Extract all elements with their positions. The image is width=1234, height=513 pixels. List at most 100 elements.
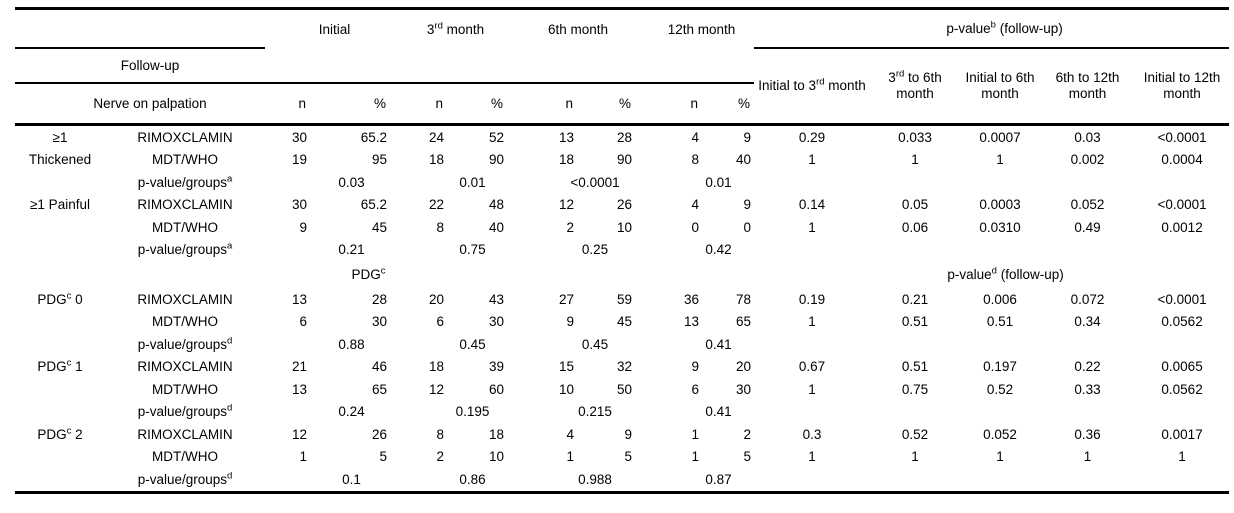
- n-col-header: n: [265, 83, 310, 126]
- pvalue-cell: 1: [996, 449, 1004, 465]
- count-cell: 1: [691, 426, 700, 442]
- percent-cell: 9: [624, 426, 633, 442]
- col-header-12th-month: 12th month: [667, 21, 736, 37]
- count-cell: 30: [291, 129, 307, 145]
- pvalue-cell: 0.29: [798, 129, 826, 145]
- pvalue-cell: 0.51: [901, 314, 929, 330]
- n-col-header: n: [390, 83, 448, 126]
- count-cell: 20: [428, 291, 445, 307]
- percent-cell: 18: [488, 426, 505, 442]
- group-label-cell: MDT/WHO: [152, 219, 218, 235]
- row-label-cell: PDGc 2: [37, 425, 83, 442]
- nerve-on-palpation-label: Nerve on palpation: [15, 83, 265, 126]
- pvalue-cell: 0.052: [1070, 197, 1105, 213]
- count-cell: 24: [428, 129, 445, 145]
- count-cell: 15: [558, 359, 575, 375]
- count-cell: 1: [299, 449, 307, 465]
- empty-cell: [754, 401, 1229, 424]
- empty-cell: [754, 468, 1229, 492]
- group-pvalue-cell: 0.45: [459, 336, 486, 352]
- group-label-cell: RIMOXCLAMIN: [137, 129, 233, 145]
- pvalue-col-header-initial-3rd: Initial to 3rd month: [754, 48, 871, 126]
- percent-cell: 90: [488, 152, 505, 168]
- pvalue-followup-header: p-valueb (follow-up): [754, 8, 1230, 49]
- row-label-cell: ≥1: [52, 129, 68, 145]
- group-pvalue-cell: 0.25: [581, 242, 609, 258]
- pvalue-cell: 0.0562: [1161, 314, 1203, 330]
- percent-cell: 5: [743, 449, 752, 465]
- section-header-row: PDGc p-valued (follow-up): [15, 261, 1229, 288]
- pvalue-cell: 0.0562: [1161, 381, 1203, 397]
- pct-col-header: %: [447, 83, 508, 126]
- percent-cell: 78: [736, 291, 752, 307]
- pvalue-cell: <0.0001: [1157, 197, 1207, 213]
- count-cell: 4: [566, 426, 575, 442]
- table-row: MDT/WHO 1 5 2 10 1 5 1 5 1 1 1 1 1: [15, 446, 1229, 469]
- col-header-6th-month: 6th month: [548, 21, 609, 37]
- n-col-header: n: [507, 83, 578, 126]
- count-cell: 0: [691, 219, 700, 235]
- pvalue-cell: 1: [911, 152, 919, 168]
- group-pvalue-cell: 0.195: [455, 404, 490, 420]
- percent-cell: 26: [617, 197, 633, 213]
- pvalue-col-header-initial-6th: Initial to 6th month: [960, 48, 1041, 126]
- pvalue-cell: 1: [1178, 449, 1186, 465]
- count-cell: 2: [436, 449, 445, 465]
- pvalue-cell: 0.22: [1074, 359, 1101, 375]
- row-label-cell: [15, 171, 105, 194]
- pvalue-cell: 0.0007: [979, 129, 1021, 145]
- percent-cell: 48: [488, 197, 505, 213]
- pvalue-cell: 0.34: [1074, 314, 1101, 330]
- count-cell: 8: [436, 426, 445, 442]
- count-cell: 1: [691, 449, 700, 465]
- count-cell: 19: [291, 152, 307, 168]
- percent-cell: 10: [617, 219, 633, 235]
- row-label-cell: PDGc 0: [37, 290, 83, 307]
- row-label-cell: [15, 333, 105, 356]
- row-label-cell: [15, 401, 105, 424]
- n-col-header: n: [635, 83, 703, 126]
- pvalue-cell: 1: [808, 152, 816, 168]
- percent-cell: 50: [617, 381, 633, 397]
- pvalue-cell: 0.49: [1074, 219, 1101, 235]
- col-header-3rd-month: 3rd month: [426, 20, 485, 37]
- percent-cell: 9: [743, 129, 752, 145]
- percent-cell: 46: [371, 359, 388, 375]
- table-row: p-value/groupsd 0.1 0.86 0.988 0.87: [15, 468, 1229, 492]
- empty-cell: [390, 261, 754, 288]
- group-pvalue-cell: 0.41: [705, 336, 732, 352]
- pct-col-header: %: [702, 83, 755, 126]
- count-cell: 13: [558, 129, 575, 145]
- pvalue-cell: 0.3: [802, 426, 822, 442]
- count-cell: 2: [566, 219, 575, 235]
- pvalue-cell: <0.0001: [1157, 291, 1207, 307]
- count-cell: 4: [691, 197, 700, 213]
- group-pvalue-cell: 0.75: [459, 242, 486, 258]
- group-pvalue-cell: <0.0001: [570, 174, 620, 190]
- pvalue-cell: 1: [808, 381, 816, 397]
- pvalue-section-label: p-valued (follow-up): [947, 265, 1064, 282]
- group-pvalue-cell: 0.215: [578, 404, 612, 420]
- pvalue-cell: 0.0004: [1161, 152, 1203, 168]
- group-label-cell: p-value/groupsa: [137, 173, 233, 190]
- pvalue-col-header-3rd-6th: 3rd to 6th month: [870, 48, 961, 126]
- group-pvalue-cell: 0.21: [338, 242, 365, 258]
- count-cell: 9: [691, 359, 700, 375]
- pvalue-cell: 0.21: [901, 291, 929, 307]
- group-pvalue-cell: 0.41: [705, 404, 732, 420]
- group-pvalue-cell: 0.01: [459, 174, 486, 190]
- table-body: ≥1 RIMOXCLAMIN 30 65.2 24 52 13 28 4 9 0.29 0.033 0.…: [15, 125, 1229, 493]
- pvalue-cell: 0.52: [986, 381, 1014, 397]
- pvalue-cell: 0.19: [798, 291, 826, 307]
- pvalue-cell: 0.14: [798, 197, 826, 213]
- row-label-cell: Thickened: [28, 152, 92, 168]
- percent-cell: 65: [736, 314, 752, 330]
- count-cell: 18: [558, 152, 575, 168]
- pvalue-cell: 1: [996, 152, 1004, 168]
- count-cell: 13: [684, 314, 700, 330]
- pdg-section-label: PDGc: [351, 265, 386, 282]
- empty-cell: [15, 261, 265, 288]
- count-cell: 8: [691, 152, 700, 168]
- table-row: p-value/groupsa 0.03 0.01 <0.0001 0.01: [15, 171, 1229, 194]
